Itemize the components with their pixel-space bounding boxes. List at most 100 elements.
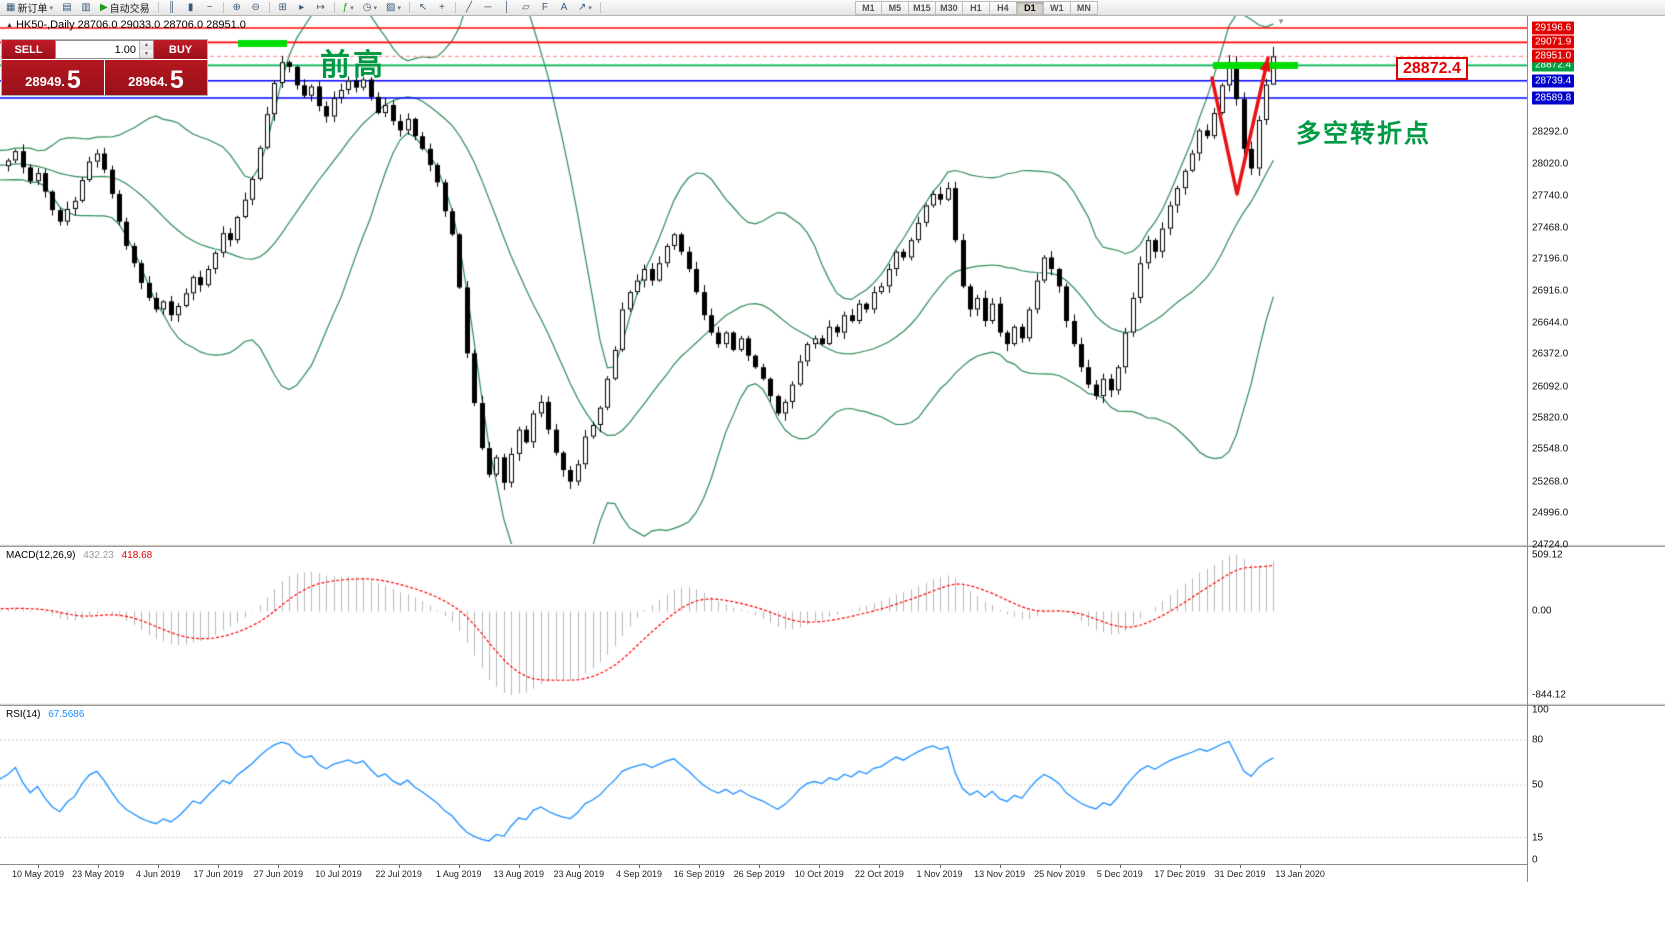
date-tick (1179, 865, 1181, 868)
date-label: 17 Jun 2019 (193, 869, 244, 879)
date-tick (819, 865, 821, 868)
toolbar-chart-bars-button[interactable]: ║ (163, 1, 181, 15)
toolbar-autotrading-button[interactable]: ▶ 自动交易 (96, 1, 154, 15)
date-tick (98, 865, 100, 868)
buy-price-button[interactable]: 28964. 5 (105, 60, 207, 95)
toolbar-arrows-button[interactable]: ↗ ▾ (574, 1, 596, 15)
toolbar-indicators-button[interactable]: ƒ ▾ (339, 1, 358, 15)
toolbar-zoom-in-button[interactable]: ⊕ (228, 1, 246, 15)
annotation-price-tag: 28872.4 (1396, 57, 1468, 80)
price-tick-label: 26092.0 (1532, 381, 1569, 393)
toolbar-zoom-out-button[interactable]: ⊖ (247, 1, 265, 15)
timeframe-h1-button[interactable]: H1 (962, 0, 990, 15)
toolbar-templates-button[interactable]: ▨ ▾ (382, 1, 405, 15)
panel-splitter[interactable] (0, 544, 1665, 547)
toolbar-vline-button[interactable]: │ (498, 1, 516, 15)
timeframe-m30-button[interactable]: M30 (935, 0, 963, 15)
toolbar-chart-candles-button[interactable]: ▮ (182, 1, 200, 15)
hline-price-label: 29071.9 (1532, 35, 1575, 49)
date-label: 26 Sep 2019 (733, 869, 785, 879)
hline-price-label: 29196.6 (1532, 21, 1575, 35)
date-tick (1059, 865, 1061, 868)
chart-workspace: ▲ HK50-,Daily 28706.0 29033.0 28706.0 28… (0, 16, 1665, 941)
rsi-tick-label: 100 (1532, 704, 1549, 716)
volume-value[interactable]: 1.00 (114, 43, 136, 56)
toolbar-hline-button[interactable]: ─ (479, 1, 497, 15)
timeframe-m1-button[interactable]: M1 (854, 0, 882, 15)
volume-up-icon[interactable]: ▲ (140, 41, 153, 50)
toolbar-auto-scroll-button[interactable]: ▸ (293, 1, 311, 15)
date-label: 23 Aug 2019 (553, 869, 605, 879)
date-axis[interactable]: 10 May 2019 23 May 2019 4 Jun 2019 17 Jun 2… (0, 864, 1527, 882)
toolbar-separator (268, 2, 270, 13)
date-label: 17 Dec 2019 (1154, 869, 1206, 879)
buy-price-small: 28964. (128, 74, 168, 89)
toolbar-profiles-button[interactable]: ▥ (77, 1, 95, 15)
timeframe-d1-button[interactable]: D1 (1016, 0, 1044, 15)
chart-bars-icon: ║ (168, 1, 176, 13)
price-tick-label: 25820.0 (1532, 412, 1569, 424)
date-label: 10 May 2019 (11, 869, 65, 879)
timeframe-w1-button[interactable]: W1 (1043, 0, 1071, 15)
fibonacci-icon: F (541, 1, 549, 13)
chart-symbol-icon: ▲ (6, 21, 13, 29)
date-label: 22 Jul 2019 (375, 869, 422, 879)
timeframe-h4-button[interactable]: H4 (989, 0, 1017, 15)
price-tick-label: 26372.0 (1532, 348, 1569, 360)
timeframe-mn-button[interactable]: MN (1070, 0, 1098, 15)
volume-down-icon[interactable]: ▼ (140, 49, 153, 58)
new-order-icon: ▦ (6, 1, 16, 13)
panel-splitter[interactable] (0, 703, 1665, 706)
price-axis-border (1527, 16, 1528, 882)
sell-price-button[interactable]: 28949. 5 (2, 60, 104, 95)
chevron-down-icon: ▾ (350, 4, 354, 12)
date-tick (1119, 865, 1121, 868)
indicators-icon: ƒ (342, 1, 349, 13)
price-tick-label: 25268.0 (1532, 476, 1569, 488)
chart-shift-marker-icon[interactable]: ▼ (1277, 17, 1285, 26)
arrows-icon: ↗ (577, 1, 587, 13)
macd-signal-value: 418.68 (121, 550, 153, 561)
toolbar-chart-shift-button[interactable]: ↦ (312, 1, 330, 15)
annotation-turning-point: 多空转折点 (1296, 120, 1432, 148)
buy-button[interactable]: BUY (154, 40, 207, 59)
auto-scroll-icon: ▸ (299, 1, 305, 13)
toolbar-tile-windows-button[interactable]: ⊞ (274, 1, 292, 15)
autotrading-label: 自动交易 (109, 4, 150, 15)
macd-tick-label: 509.12 (1532, 549, 1563, 561)
date-label: 13 Jan 2020 (1275, 869, 1325, 879)
macd-label: MACD(12,26,9) (6, 550, 76, 561)
toolbar-channel-button[interactable]: ▱ (517, 1, 535, 15)
sell-button[interactable]: SELL (2, 40, 55, 59)
date-tick (458, 865, 460, 868)
price-tick-label: 28292.0 (1532, 126, 1569, 138)
price-axis[interactable]: 28292.0 28020.0 27740.0 27468.0 27196.0 26916… (1528, 16, 1665, 882)
autotrading-icon: ▶ (99, 1, 108, 13)
main-chart-canvas[interactable] (0, 16, 1527, 544)
toolbar-fibonacci-button[interactable]: F (536, 1, 554, 15)
timeframe-switcher: M1 M5 M15 M30 H1 H4 D1 W1 MN (854, 0, 1098, 15)
timeframe-m15-button[interactable]: M15 (908, 0, 936, 15)
macd-tick-label: -844.12 (1532, 689, 1566, 701)
tile-windows-icon: ⊞ (278, 1, 287, 13)
toolbar-charts-window-button[interactable]: ▤ (58, 1, 76, 15)
toolbar-trendline-button[interactable]: ╱ (460, 1, 478, 15)
volume-input[interactable]: 1.00 ▲ ▼ (55, 40, 154, 59)
rsi-panel-canvas[interactable] (0, 706, 1527, 864)
macd-panel-canvas[interactable] (0, 547, 1527, 703)
toolbar-crosshair-button[interactable]: + (433, 1, 451, 15)
toolbar-chart-line-button[interactable]: ~ (201, 1, 219, 15)
chart-title-text: HK50-,Daily 28706.0 29033.0 28706.0 2895… (15, 19, 246, 31)
bid-price-label: 28951.0 (1532, 49, 1575, 63)
price-tick-label: 26644.0 (1532, 317, 1569, 329)
hline-price-label: 28739.4 (1532, 74, 1575, 88)
toolbar-cursor-button[interactable]: ↖ (414, 1, 432, 15)
date-tick (639, 865, 640, 868)
toolbar-periods-button[interactable]: ◷ ▾ (359, 1, 381, 15)
toolbar-new-order-button[interactable]: ▦ 新订单 ▾ (2, 1, 57, 15)
trade-panel-top-row: SELL 1.00 ▲ ▼ BUY (2, 40, 207, 59)
toolbar-text-button[interactable]: A (555, 1, 573, 15)
timeframe-m5-button[interactable]: M5 (881, 0, 909, 15)
zoom-out-icon: ⊖ (251, 1, 260, 13)
rsi-tick-label: 80 (1532, 734, 1544, 746)
